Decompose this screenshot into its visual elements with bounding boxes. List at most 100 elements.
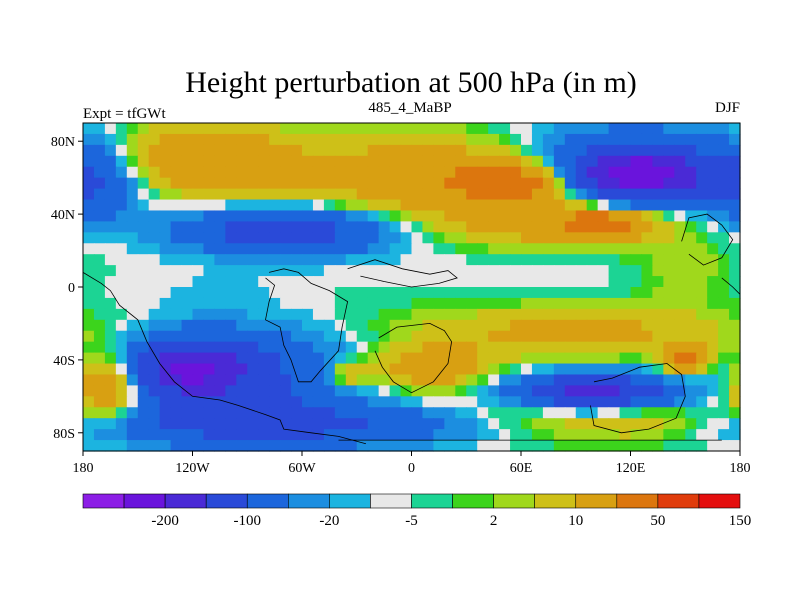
field-cell <box>126 287 139 299</box>
field-cell <box>181 330 194 343</box>
field-cell <box>345 440 358 452</box>
field-cell <box>411 287 424 299</box>
field-cell <box>83 308 95 321</box>
field-cell <box>104 243 117 255</box>
field-cell <box>93 155 106 168</box>
field-cell <box>586 407 599 419</box>
field-cell <box>170 407 183 419</box>
field-cell <box>510 418 522 430</box>
field-cell <box>729 123 741 135</box>
field-cell <box>378 297 391 310</box>
field-cell <box>477 243 489 255</box>
field-cell <box>214 385 226 397</box>
field-cell <box>510 276 522 288</box>
field-cell <box>466 352 478 365</box>
field-cell <box>597 144 610 157</box>
field-cell <box>225 352 237 365</box>
field-cell <box>597 319 610 332</box>
field-cell <box>181 385 194 397</box>
field-cell <box>345 210 358 222</box>
field-cell <box>269 188 281 201</box>
field-cell <box>641 341 653 354</box>
field-cell <box>83 440 95 452</box>
field-cell <box>159 396 172 408</box>
field-cell <box>115 177 128 190</box>
field-cell <box>323 210 336 222</box>
colorbar-swatch <box>575 493 618 509</box>
field-cell <box>542 287 555 299</box>
field-cell <box>214 418 226 430</box>
field-cell <box>192 374 205 386</box>
field-cell <box>170 308 183 321</box>
field-cell <box>564 287 577 299</box>
field-cell <box>444 429 456 441</box>
x-tick-label: 180 <box>730 461 751 476</box>
field-cell <box>159 177 172 190</box>
field-cell <box>159 297 172 310</box>
field-cell <box>444 352 456 365</box>
field-cell <box>258 199 270 212</box>
field-cell <box>488 363 500 376</box>
field-cell <box>663 385 675 397</box>
field-cell <box>214 133 226 146</box>
field-cell <box>148 440 161 452</box>
field-cell <box>236 166 248 179</box>
field-cell <box>696 440 708 452</box>
field-cell <box>510 166 522 179</box>
field-cell <box>367 330 380 343</box>
field-cell <box>510 363 522 376</box>
field-cell <box>663 440 675 452</box>
field-cell <box>422 243 434 255</box>
field-cell <box>488 166 500 179</box>
field-cell <box>564 363 577 376</box>
field-cell <box>608 155 621 168</box>
field-cell <box>93 123 106 135</box>
field-cell <box>499 254 511 266</box>
field-cell <box>291 374 303 386</box>
field-cell <box>674 418 686 430</box>
field-cell <box>630 319 643 332</box>
field-cell <box>488 254 500 266</box>
field-cell <box>619 232 632 244</box>
field-cell <box>214 265 226 277</box>
field-cell <box>499 330 511 343</box>
field-cell <box>203 133 215 146</box>
field-cell <box>126 407 139 419</box>
field-cell <box>564 374 577 386</box>
field-cell <box>488 210 500 222</box>
field-cell <box>258 319 270 332</box>
field-cell <box>334 221 347 233</box>
field-cell <box>685 297 697 310</box>
field-cell <box>104 199 117 212</box>
field-cell <box>356 308 369 321</box>
field-cell <box>674 287 686 299</box>
field-cell <box>356 341 369 354</box>
field-cell <box>477 297 489 310</box>
field-cell <box>455 440 467 452</box>
field-cell <box>674 319 686 332</box>
field-cell <box>531 429 544 441</box>
field-cell <box>553 418 566 430</box>
field-cell <box>181 265 194 277</box>
colorbar-swatch <box>616 493 659 509</box>
field-cell <box>499 385 511 397</box>
field-cell <box>225 199 237 212</box>
field-cell <box>630 418 643 430</box>
field-cell <box>378 396 391 408</box>
field-cell <box>488 330 500 343</box>
field-cell <box>707 429 719 441</box>
field-cell <box>729 254 741 266</box>
field-cell <box>389 155 402 168</box>
field-cell <box>466 385 478 397</box>
field-cell <box>652 199 664 212</box>
field-cell <box>280 319 292 332</box>
field-cell <box>334 429 347 441</box>
field-cell <box>236 199 248 212</box>
field-cell <box>718 254 730 266</box>
field-cell <box>291 155 303 168</box>
field-cell <box>104 177 117 190</box>
field-cell <box>291 243 303 255</box>
field-cell <box>269 440 281 452</box>
field-cell <box>729 440 741 452</box>
field-cell <box>148 363 161 376</box>
